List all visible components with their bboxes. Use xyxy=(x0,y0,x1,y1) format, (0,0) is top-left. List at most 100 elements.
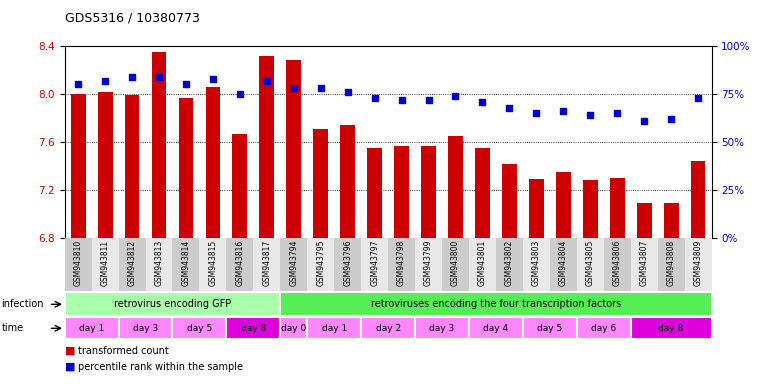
Point xyxy=(396,97,408,103)
Text: transformed count: transformed count xyxy=(78,346,168,356)
Point xyxy=(692,95,704,101)
Bar xyxy=(280,317,307,339)
Point xyxy=(180,81,192,88)
Point xyxy=(584,112,597,118)
Bar xyxy=(307,238,334,292)
Text: day 8: day 8 xyxy=(658,324,683,333)
Bar xyxy=(415,238,442,292)
Bar xyxy=(173,238,199,292)
Text: day 1: day 1 xyxy=(322,324,347,333)
Point xyxy=(207,76,219,82)
Point xyxy=(99,78,111,84)
Point xyxy=(638,118,650,124)
Text: day 4: day 4 xyxy=(483,324,508,333)
Bar xyxy=(368,148,382,238)
Bar xyxy=(232,134,247,238)
Bar xyxy=(286,61,301,238)
Bar xyxy=(97,92,113,238)
Text: day 2: day 2 xyxy=(375,324,401,333)
Bar xyxy=(199,238,227,292)
Text: GSM943802: GSM943802 xyxy=(505,240,514,286)
Bar xyxy=(583,180,597,238)
Bar xyxy=(637,203,651,238)
Bar xyxy=(469,317,523,339)
Bar xyxy=(125,95,139,238)
Text: GSM943794: GSM943794 xyxy=(289,240,298,286)
Bar xyxy=(65,238,91,292)
Text: day 8: day 8 xyxy=(240,324,266,333)
Bar xyxy=(556,172,571,238)
Text: GSM943808: GSM943808 xyxy=(667,240,676,286)
Bar xyxy=(658,238,685,292)
Point xyxy=(288,85,300,91)
Bar xyxy=(361,317,415,339)
Text: GSM943817: GSM943817 xyxy=(263,240,272,286)
Text: GSM943812: GSM943812 xyxy=(128,240,136,286)
Bar xyxy=(227,238,253,292)
Text: day 6: day 6 xyxy=(591,324,616,333)
Bar xyxy=(421,146,436,238)
Text: day 1: day 1 xyxy=(79,324,104,333)
Point xyxy=(611,110,623,116)
Text: ■: ■ xyxy=(65,362,75,372)
Point xyxy=(261,78,273,84)
Bar xyxy=(415,317,469,339)
Bar xyxy=(280,292,712,316)
Text: GSM943807: GSM943807 xyxy=(640,240,648,286)
Text: GSM943814: GSM943814 xyxy=(181,240,190,286)
Point xyxy=(153,74,165,80)
Bar xyxy=(691,161,705,238)
Bar xyxy=(523,238,550,292)
Bar xyxy=(361,238,388,292)
Bar xyxy=(145,238,173,292)
Bar xyxy=(314,129,328,238)
Bar xyxy=(334,238,361,292)
Text: retroviruses encoding the four transcription factors: retroviruses encoding the four transcrip… xyxy=(371,299,621,310)
Text: GSM943799: GSM943799 xyxy=(424,240,433,286)
Bar xyxy=(91,238,119,292)
Text: GSM943813: GSM943813 xyxy=(154,240,164,286)
Text: GSM943796: GSM943796 xyxy=(343,240,352,286)
Text: GSM943805: GSM943805 xyxy=(586,240,595,286)
Text: infection: infection xyxy=(2,299,44,310)
Bar xyxy=(340,125,355,238)
Point xyxy=(342,89,354,95)
Text: GSM943816: GSM943816 xyxy=(235,240,244,286)
Point xyxy=(665,116,677,122)
Bar xyxy=(65,292,280,316)
Point xyxy=(557,108,569,114)
Text: GSM943797: GSM943797 xyxy=(370,240,379,286)
Bar xyxy=(173,317,227,339)
Text: GSM943809: GSM943809 xyxy=(693,240,702,286)
Bar xyxy=(610,178,625,238)
Bar xyxy=(119,238,145,292)
Point xyxy=(476,99,489,105)
Text: GSM943795: GSM943795 xyxy=(317,240,325,286)
Bar xyxy=(307,317,361,339)
Bar xyxy=(71,94,85,238)
Text: GSM943803: GSM943803 xyxy=(532,240,541,286)
Text: GSM943800: GSM943800 xyxy=(451,240,460,286)
Point xyxy=(368,95,380,101)
Text: percentile rank within the sample: percentile rank within the sample xyxy=(78,362,243,372)
Bar xyxy=(448,136,463,238)
Bar xyxy=(577,238,603,292)
Bar xyxy=(577,317,631,339)
Text: GSM943801: GSM943801 xyxy=(478,240,487,286)
Bar xyxy=(394,146,409,238)
Text: GSM943804: GSM943804 xyxy=(559,240,568,286)
Bar xyxy=(631,238,658,292)
Text: day 3: day 3 xyxy=(133,324,158,333)
Bar xyxy=(65,317,119,339)
Text: time: time xyxy=(2,323,24,333)
Bar xyxy=(442,238,469,292)
Bar xyxy=(631,317,712,339)
Text: GSM943815: GSM943815 xyxy=(209,240,218,286)
Bar xyxy=(664,203,679,238)
Bar xyxy=(475,148,490,238)
Bar xyxy=(205,87,221,238)
Text: retrovirus encoding GFP: retrovirus encoding GFP xyxy=(114,299,231,310)
Bar xyxy=(179,98,193,238)
Bar xyxy=(253,238,280,292)
Bar xyxy=(388,238,415,292)
